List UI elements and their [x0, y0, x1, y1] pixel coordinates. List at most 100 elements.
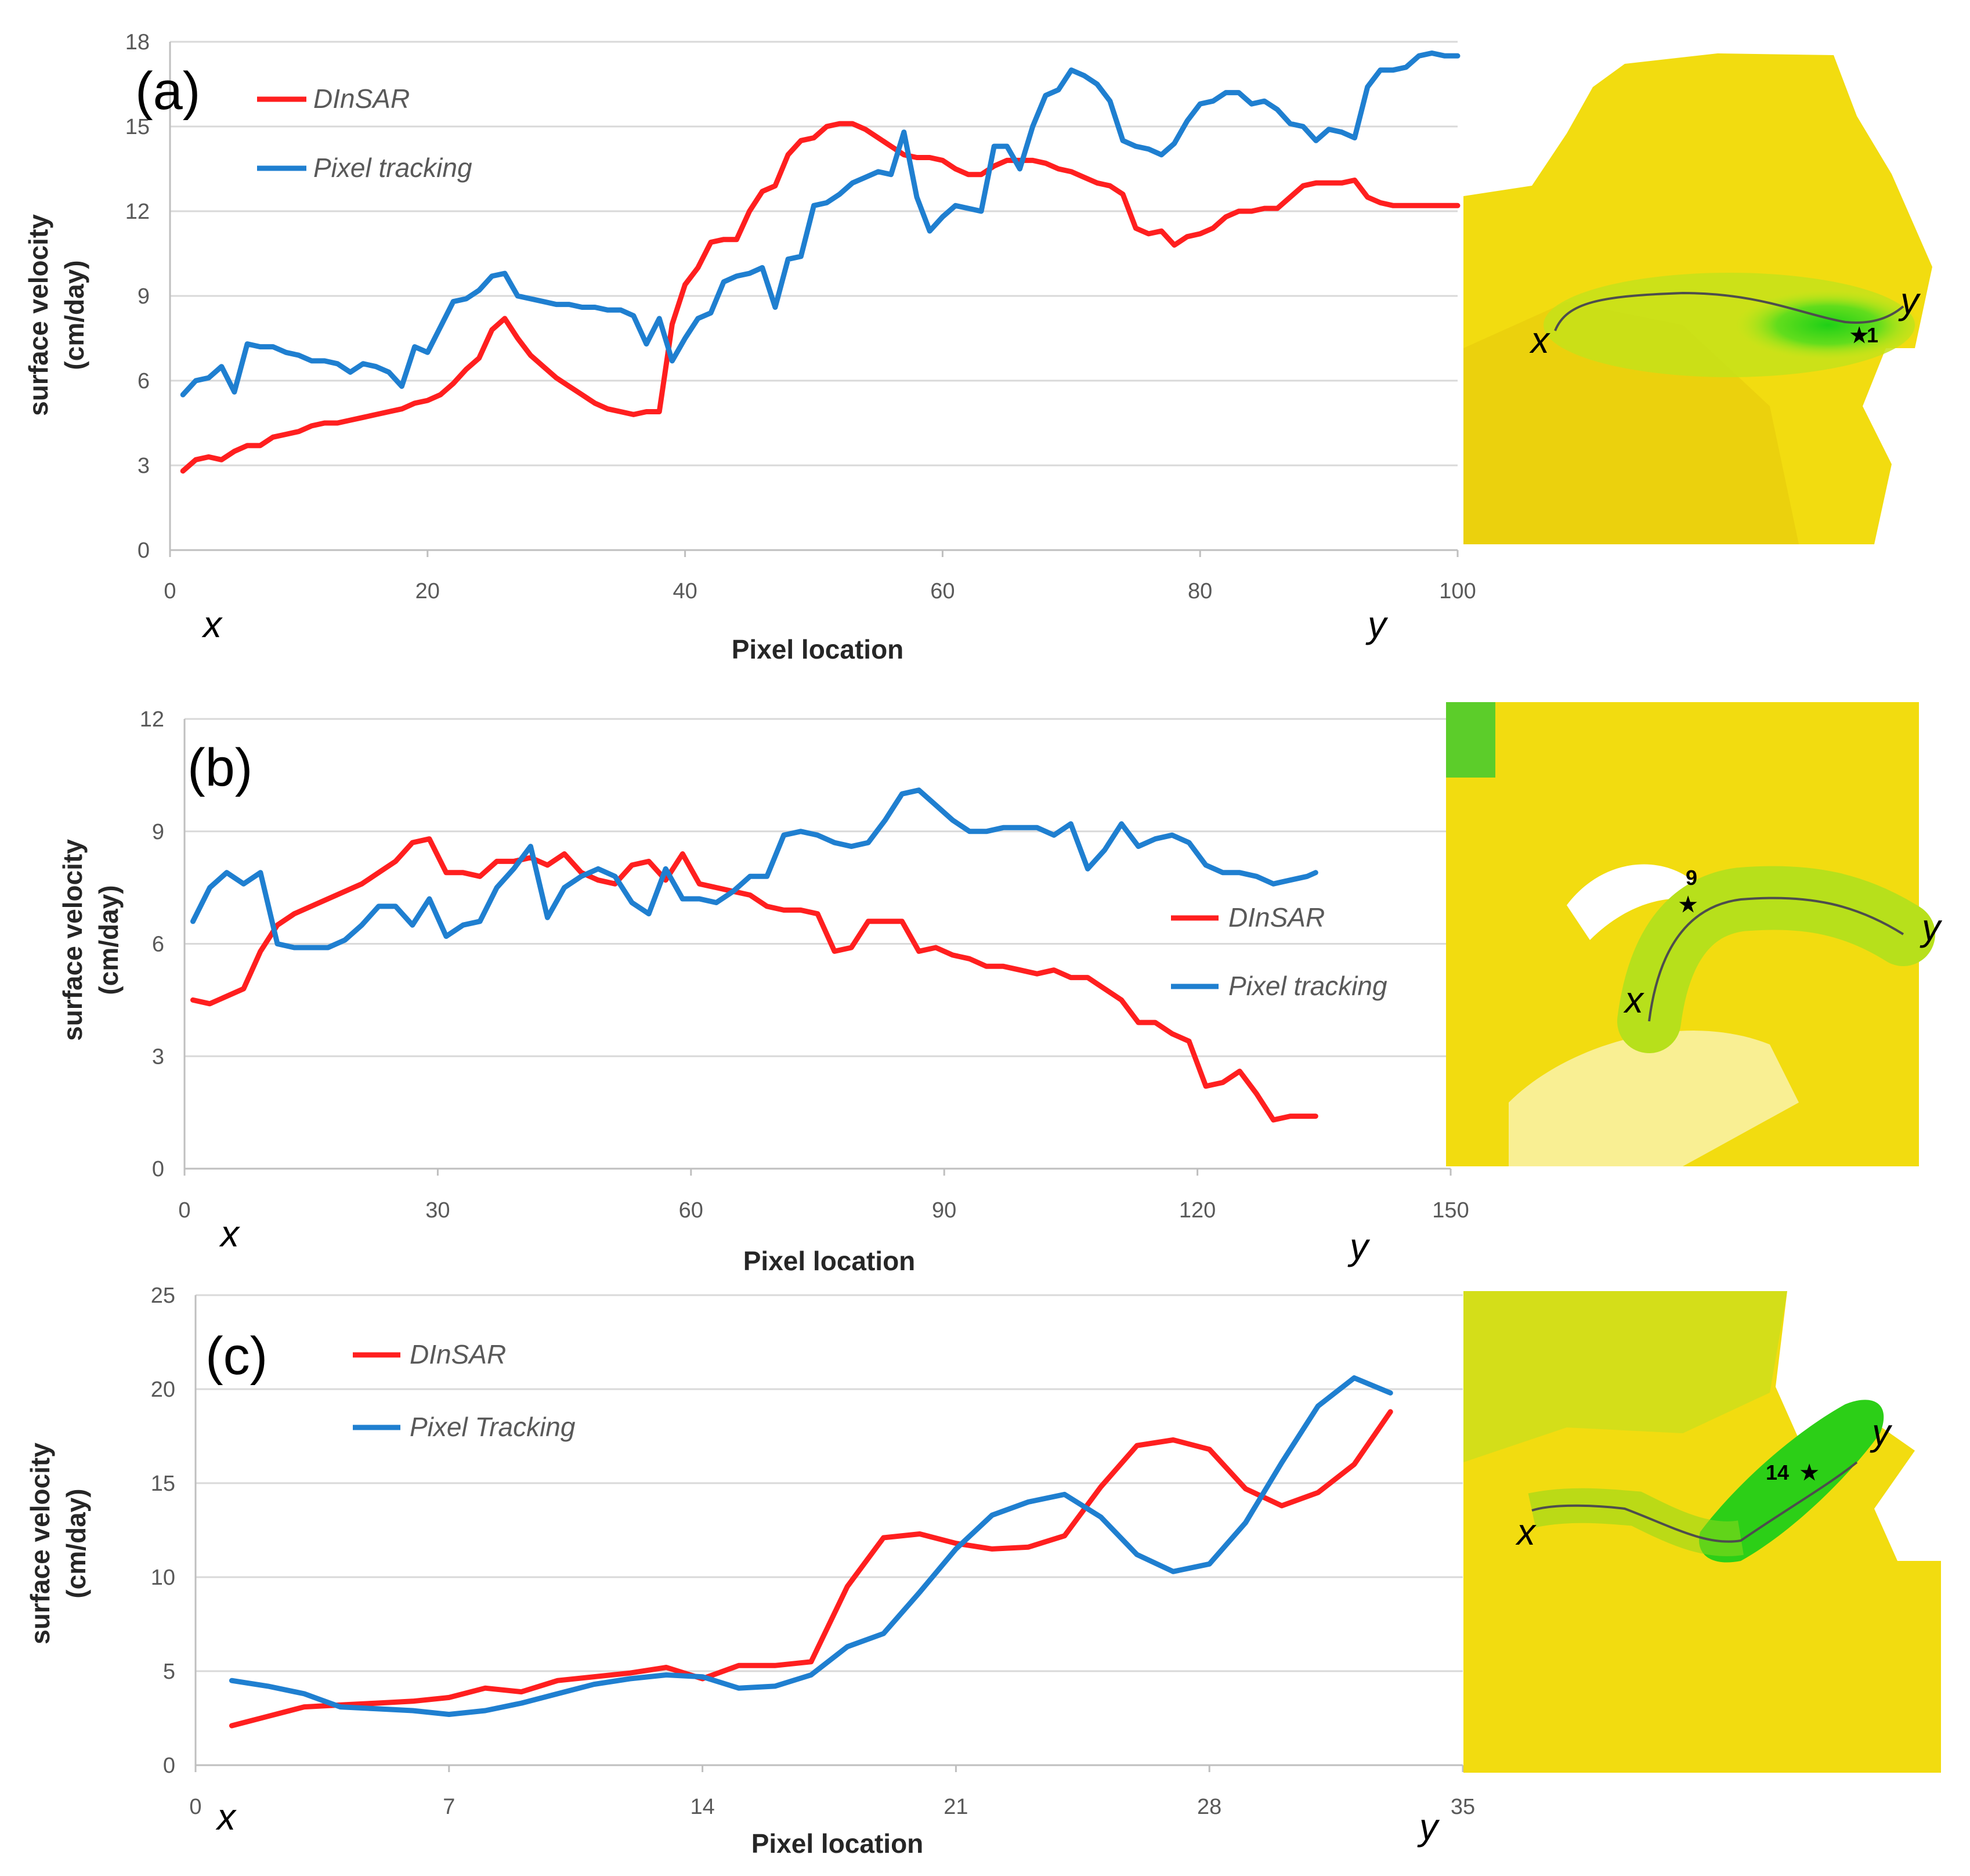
panel-b-y-end-label: y — [1347, 1226, 1371, 1267]
panel-c-series — [229, 1375, 1393, 1729]
y-tick-label: 20 — [151, 1378, 175, 1402]
map-a-point-label: 1 — [1867, 323, 1878, 347]
panel-c-grid — [196, 1294, 1463, 1672]
series-line-pixel-tracking — [180, 50, 1461, 397]
map-b-white-gap-2 — [1509, 1031, 1799, 1166]
panel-b-series — [190, 787, 1318, 1123]
y-tick-label: 6 — [138, 369, 150, 393]
panel-c-legend: DInSAR Pixel Tracking — [353, 1339, 576, 1442]
panel-b-y-axis-title: surface velocity (cm/day) — [57, 839, 124, 1041]
y-tick-label: 15 — [125, 115, 150, 139]
panel-c-axes — [194, 1295, 1464, 1772]
panel-c-x-start-label: x — [215, 1796, 237, 1838]
y-tick-label: 0 — [163, 1754, 175, 1778]
y-tick-label: 25 — [151, 1284, 175, 1308]
map-c-point-label: 14 — [1766, 1461, 1789, 1484]
x-tick-label: 80 — [1188, 579, 1212, 603]
map-b-start-label: x — [1623, 979, 1644, 1021]
map-c-white-area — [1776, 1291, 1941, 1561]
panel-a-x-start-label: x — [201, 603, 223, 645]
panel-a-label: (a) — [135, 62, 200, 121]
legend-label-pixel-tracking: Pixel Tracking — [410, 1412, 576, 1442]
panel-c-y-axis-title: surface velocity (cm/day) — [25, 1443, 91, 1644]
y-axis-title-line-2: (cm/day) — [93, 885, 124, 995]
legend-label-dinsar: DInSAR — [410, 1339, 506, 1369]
y-tick-label: 0 — [138, 538, 150, 563]
panel-a-series — [180, 50, 1461, 474]
x-tick-label: 0 — [164, 579, 176, 603]
panel-a-y-end-label: y — [1365, 603, 1389, 645]
x-tick-label: 90 — [932, 1198, 956, 1223]
panel-c-map: x y 14 ★ — [1463, 1291, 1941, 1773]
panel-a-axes — [169, 42, 1459, 557]
y-tick-label: 5 — [163, 1660, 175, 1684]
y-axis-title-line-1: surface velocity — [25, 1443, 55, 1644]
map-b-point-label: 9 — [1686, 866, 1697, 890]
y-tick-label: 3 — [138, 454, 150, 478]
y-tick-label: 12 — [125, 200, 150, 224]
y-tick-label: 10 — [151, 1566, 175, 1590]
x-tick-label: 0 — [189, 1795, 201, 1819]
y-tick-label: 18 — [125, 30, 150, 55]
series-line-dinsar — [190, 836, 1318, 1123]
map-b-white-gap — [1567, 864, 1718, 940]
x-tick-label: 14 — [690, 1795, 714, 1819]
map-c-point-marker: ★ — [1800, 1461, 1819, 1484]
y-tick-label: 9 — [152, 820, 164, 844]
map-b-end-label: y — [1920, 906, 1943, 948]
panel-b-axes — [183, 719, 1452, 1176]
map-a-fast-zone — [1735, 290, 1921, 360]
panel-a-map: x y ★ 1 — [1463, 53, 1941, 544]
series-line-dinsar — [229, 1409, 1393, 1729]
map-c-fast-zone — [1699, 1400, 1884, 1563]
y-tick-label: 15 — [151, 1472, 175, 1496]
legend-label-pixel-tracking: Pixel tracking — [313, 153, 472, 183]
x-tick-label: 7 — [443, 1795, 455, 1819]
y-axis-title-line-1: surface velocity — [57, 839, 88, 1041]
map-a-profile-line — [1554, 291, 1904, 331]
series-line-pixel-tracking — [190, 787, 1318, 950]
map-c-start-label: x — [1515, 1511, 1537, 1553]
map-c-profile-line — [1531, 1461, 1858, 1543]
panel-c-label: (c) — [205, 1326, 268, 1386]
map-a-start-label: x — [1529, 319, 1550, 361]
y-tick-label: 3 — [152, 1044, 164, 1069]
x-tick-label: 0 — [178, 1198, 190, 1223]
x-tick-label: 60 — [930, 579, 955, 603]
map-b-profile-line — [1648, 897, 1904, 1022]
panel-a-x-axis-title: Pixel location — [732, 634, 904, 664]
y-tick-label: 6 — [152, 932, 164, 957]
legend-label-dinsar: DInSAR — [1228, 902, 1325, 932]
x-tick-label: 150 — [1432, 1198, 1469, 1223]
map-c-end-label: y — [1870, 1411, 1893, 1453]
series-line-dinsar — [180, 121, 1461, 474]
panel-b-x-axis-title: Pixel location — [743, 1246, 916, 1276]
y-axis-title-line-2: (cm/day) — [61, 1488, 91, 1598]
map-b-point-marker: ★ — [1679, 892, 1697, 916]
y-axis-title-line-2: (cm/day) — [59, 260, 89, 370]
map-a-end-label: y — [1898, 280, 1921, 321]
panel-b-legend: DInSAR Pixel tracking — [1171, 902, 1387, 1001]
map-a-point-marker: ★ — [1850, 323, 1868, 347]
y-tick-label: 12 — [140, 707, 164, 732]
panel-b-x-start-label: x — [219, 1213, 240, 1255]
panel-b-grid — [185, 718, 1451, 1057]
x-tick-label: 28 — [1197, 1795, 1221, 1819]
y-tick-label: 9 — [138, 284, 150, 309]
map-b-corner-green — [1446, 702, 1495, 778]
panel-a-grid — [170, 41, 1458, 467]
panel-b-label: (b) — [187, 738, 252, 797]
x-tick-label: 20 — [415, 579, 440, 603]
panel-a: 0 3 6 9 12 15 18 0 20 40 60 80 100 (a) DInSAR Pixel … — [23, 30, 1941, 664]
panel-a-ticks: 0 3 6 9 12 15 18 0 20 40 60 80 100 — [125, 30, 1476, 603]
x-tick-label: 120 — [1179, 1198, 1216, 1223]
map-c-upper-shading — [1463, 1291, 1787, 1462]
series-line-pixel-tracking — [229, 1375, 1393, 1717]
x-tick-label: 100 — [1439, 579, 1476, 603]
x-tick-label: 35 — [1451, 1795, 1475, 1819]
panel-a-legend: DInSAR Pixel tracking — [257, 84, 472, 183]
legend-label-dinsar: DInSAR — [313, 84, 410, 114]
